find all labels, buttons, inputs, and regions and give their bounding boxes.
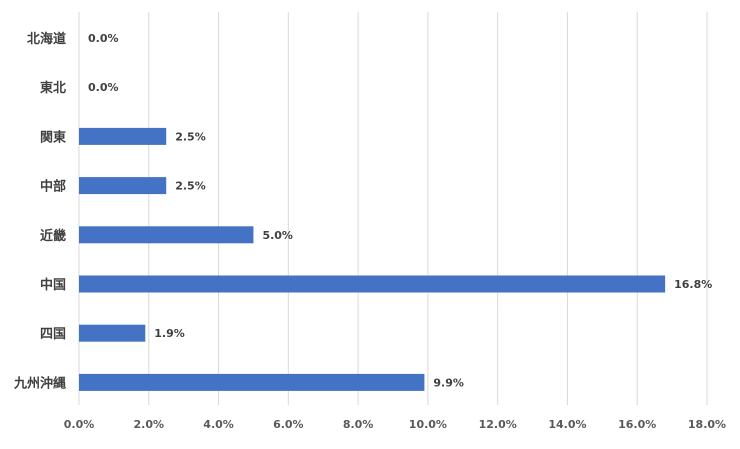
bar (79, 226, 254, 244)
category-label: 近畿 (40, 228, 66, 244)
x-tick-label: 4.0% (203, 418, 234, 431)
bar (79, 177, 167, 195)
category-label: 中国 (40, 277, 66, 293)
data-label: 9.9% (433, 376, 464, 389)
x-tick-label: 16.0% (618, 418, 656, 431)
x-tick-label: 6.0% (273, 418, 304, 431)
bars (79, 127, 666, 391)
x-tick-label: 14.0% (548, 418, 586, 431)
data-label: 1.9% (154, 327, 185, 340)
category-label: 東北 (40, 80, 66, 96)
bar (79, 127, 167, 145)
data-label: 16.8% (674, 278, 712, 291)
category-label: 関東 (40, 129, 66, 145)
x-tick-label: 10.0% (409, 418, 447, 431)
x-tick-label: 12.0% (479, 418, 517, 431)
bar (79, 324, 146, 342)
category-label: 中部 (40, 179, 66, 195)
category-label: 九州沖縄 (13, 375, 66, 391)
x-tick-label: 8.0% (343, 418, 374, 431)
x-tick-label: 18.0% (688, 418, 726, 431)
x-tick-label: 0.0% (64, 418, 95, 431)
data-label: 0.0% (88, 81, 119, 94)
data-label: 2.5% (175, 130, 206, 143)
data-label: 5.0% (262, 229, 293, 242)
category-label: 北海道 (27, 31, 66, 47)
bar (79, 275, 666, 293)
data-label: 0.0% (88, 32, 119, 45)
category-label: 四国 (40, 327, 66, 342)
x-tick-label: 2.0% (134, 418, 165, 431)
bar (79, 373, 425, 391)
gridlines (78, 12, 708, 405)
data-label: 2.5% (175, 180, 206, 193)
labels: 0.0% 2.0% 4.0% 6.0% 8.0% 10.0% 12.0% 14.0% 16.0%… (13, 31, 726, 431)
